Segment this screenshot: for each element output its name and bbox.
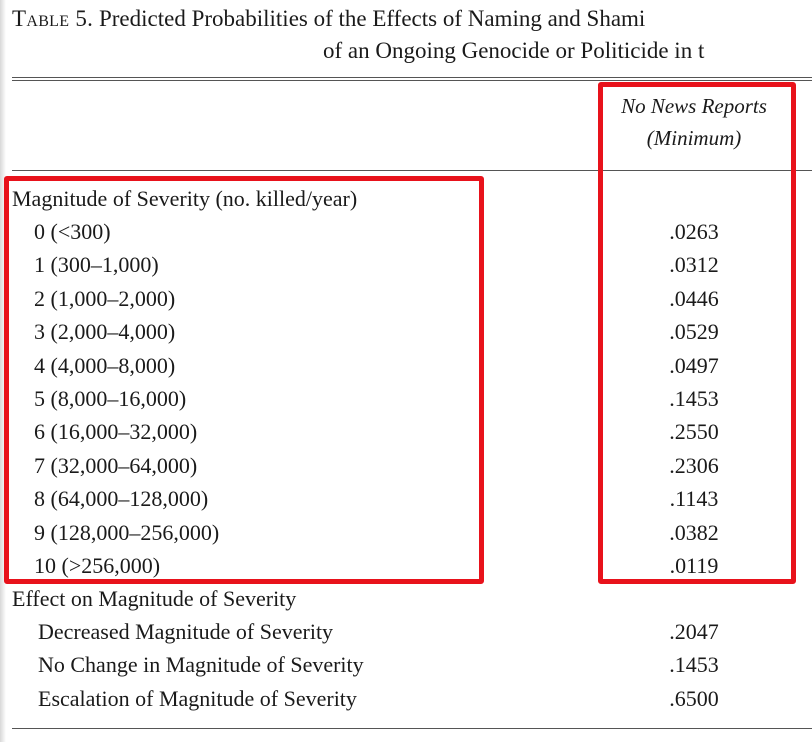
table-label: Table 5. [12,6,94,31]
row-value: .2306 [669,452,719,478]
row-label: 6 (16,000–32,000) [34,419,198,445]
table-caption-line1: Table 5. Predicted Probabilities of the … [12,4,645,34]
row-value: .2550 [669,419,719,445]
row-value: .1453 [669,652,719,678]
bottom-rule [12,728,812,729]
column-header-line2: (Minimum) [646,126,742,150]
top-rule [12,77,812,78]
row-label: 10 (>256,000) [34,553,161,578]
row-value: .0446 [669,285,719,311]
row-value: .1453 [669,386,719,411]
row-value: .1143 [669,486,719,512]
header-rule [12,170,812,171]
section-title-effect: Effect on Magnitude of Severity [12,586,297,611]
row-value: .2047 [669,619,719,644]
row-label: 3 (2,000–4,000) [34,319,176,345]
row-label: 2 (1,000–2,000) [34,285,176,311]
row-label: 0 (<300) [34,219,111,244]
row-value: .6500 [669,685,719,711]
table-title-line2: of an Ongoing Genocide or Politicide in … [323,38,705,63]
row-value: .0529 [669,319,719,345]
row-value: .0312 [669,252,719,278]
row-label: Decreased Magnitude of Severity [38,619,334,644]
row-label: No Change in Magnitude of Severity [38,652,364,678]
row-label: 1 (300–1,000) [34,252,159,278]
row-value: .0263 [669,219,719,244]
highlight-box-row-labels [4,176,484,584]
page-edge-shadow [0,0,6,742]
row-label: Escalation of Magnitude of Severity [38,685,357,711]
column-header: No News Reports (Minimum) [602,90,786,154]
column-header-line1: No News Reports [621,94,767,118]
row-value: .0382 [669,519,719,545]
row-label: 4 (4,000–8,000) [34,352,176,378]
row-label: 7 (32,000–64,000) [34,452,198,478]
row-label: 9 (128,000–256,000) [34,519,220,545]
section-title-severity: Magnitude of Severity (no. killed/year) [12,186,358,211]
row-value: .0497 [669,352,719,378]
top-rule-double [12,80,812,81]
table-title-line1: Predicted Probabilities of the Effects o… [98,6,646,31]
row-label: 5 (8,000–16,000) [34,386,187,411]
row-value: .0119 [669,553,719,578]
highlight-box-column [598,82,796,584]
row-label: 8 (64,000–128,000) [34,486,209,512]
